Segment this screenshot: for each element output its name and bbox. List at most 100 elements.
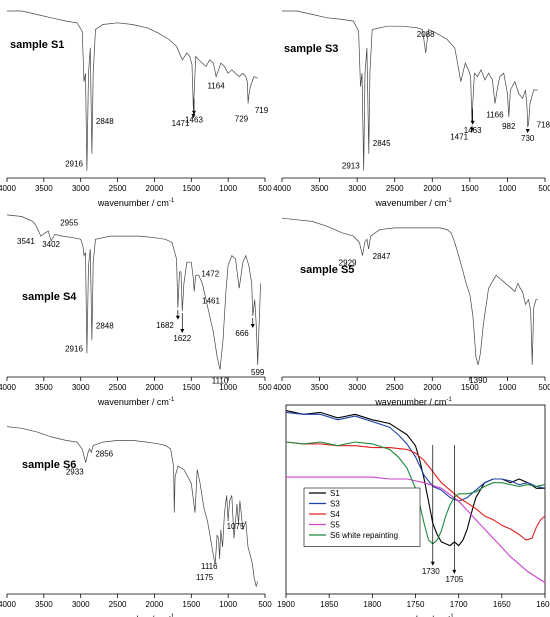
peak-label-2929: 2929 bbox=[339, 259, 357, 268]
legend-entry: S3 bbox=[330, 500, 340, 509]
series-line bbox=[281, 217, 538, 365]
peak-label-2916: 2916 bbox=[65, 160, 83, 169]
x-tick-label: 3000 bbox=[72, 600, 90, 609]
arrow-head bbox=[470, 127, 475, 132]
x-tick-label: 500 bbox=[258, 184, 272, 193]
x-axis-title: wavenumber / cm-1 bbox=[376, 614, 454, 617]
peak-label-2955: 2955 bbox=[339, 0, 357, 1]
peak-label-2845: 2845 bbox=[373, 139, 391, 148]
x-tick-label: 1750 bbox=[407, 600, 425, 609]
x-tick-label: 500 bbox=[538, 383, 550, 392]
x-tick-label: 1500 bbox=[182, 184, 200, 193]
arrow-head bbox=[470, 120, 475, 125]
x-tick-label: 2000 bbox=[423, 383, 441, 392]
peak-label-2913: 2913 bbox=[342, 162, 360, 171]
x-axis-title: wavenumber / cm-1 bbox=[97, 397, 175, 407]
peak-label-1116: 1116 bbox=[201, 562, 218, 571]
sample-label: sample S1 bbox=[10, 39, 64, 51]
peak-label-1175: 1175 bbox=[196, 573, 214, 582]
x-tick-label: 1000 bbox=[219, 184, 237, 193]
sample-label: sample S6 bbox=[22, 459, 76, 471]
x-tick-label: 1500 bbox=[182, 383, 200, 392]
peak-label-1463: 1463 bbox=[464, 126, 482, 135]
chart-panel-5: 4000 3500 3000 2500 2000 1500 1000 500 wavenumbe… bbox=[0, 426, 272, 617]
x-tick-label: 3500 bbox=[35, 600, 53, 609]
peak-label-1164: 1164 bbox=[207, 82, 225, 91]
legend-box bbox=[303, 487, 421, 547]
peak-label-1110: 1110 bbox=[212, 377, 229, 386]
x-tick-label: 3000 bbox=[72, 383, 90, 392]
peak-label-2856: 2856 bbox=[95, 449, 113, 458]
series-line bbox=[7, 10, 258, 171]
arrow-head bbox=[192, 110, 197, 115]
arrow-head bbox=[191, 114, 196, 119]
peak-label-1471: 1471 bbox=[450, 133, 468, 142]
peak-label-982: 982 bbox=[502, 122, 516, 131]
x-axis-title: wavenumber / cm-1 bbox=[97, 614, 175, 617]
arrow-head bbox=[525, 128, 530, 133]
x-tick-label: 1900 bbox=[277, 600, 295, 609]
x-tick-label: 500 bbox=[258, 383, 272, 392]
series-line-s6 bbox=[285, 441, 546, 545]
legend-entry: S5 bbox=[330, 521, 340, 530]
chart-panel-4: 4000 3500 3000 2500 2000 1500 1000 500 wavenumbe… bbox=[273, 217, 550, 407]
x-tick-label: 2000 bbox=[146, 383, 164, 392]
chart-panel-3: 4000 3500 3000 2500 2000 1500 1000 500 wavenumbe… bbox=[0, 214, 272, 407]
x-tick-label: 4000 bbox=[273, 383, 291, 392]
x-tick-label: 1500 bbox=[182, 600, 200, 609]
sample-label: sample S4 bbox=[22, 291, 77, 303]
peak-label-2955: 2955 bbox=[60, 219, 78, 228]
peak-label-730: 730 bbox=[521, 134, 535, 143]
peak-label-1682: 1682 bbox=[156, 321, 174, 330]
peak-label-666: 666 bbox=[235, 329, 249, 338]
series-line-s3 bbox=[285, 411, 546, 502]
x-tick-label: 2500 bbox=[109, 383, 127, 392]
x-tick-label: 3500 bbox=[311, 184, 329, 193]
series-line-s5 bbox=[286, 476, 546, 584]
x-tick-label: 1000 bbox=[219, 383, 237, 392]
x-tick-label: 2500 bbox=[386, 383, 404, 392]
peak-label-2848: 2848 bbox=[96, 321, 114, 330]
peak-label-1471: 1471 bbox=[172, 119, 190, 128]
peak-label-3402: 3402 bbox=[42, 240, 60, 249]
x-tick-label: 3000 bbox=[348, 184, 366, 193]
x-tick-label: 1500 bbox=[461, 383, 479, 392]
peak-label-2088: 2088 bbox=[417, 30, 435, 39]
arrow-head bbox=[175, 315, 180, 320]
x-tick-label: 2000 bbox=[423, 184, 441, 193]
x-tick-label: 1000 bbox=[219, 600, 237, 609]
x-tick-label: 4000 bbox=[0, 383, 16, 392]
series-line bbox=[282, 10, 538, 171]
x-tick-label: 3500 bbox=[35, 383, 53, 392]
peak-label-1622: 1622 bbox=[173, 334, 191, 343]
x-tick-label: 3000 bbox=[348, 383, 366, 392]
peak-label-1461: 1461 bbox=[202, 297, 220, 306]
chart-panel-2: 4000 3500 3000 2500 2000 1500 1000 500 wavenumbe… bbox=[273, 0, 550, 208]
legend-entry: S1 bbox=[330, 489, 340, 498]
peak-label-2848: 2848 bbox=[96, 117, 114, 126]
series-line bbox=[6, 214, 261, 370]
peak-label-1472: 1472 bbox=[201, 269, 219, 278]
chart-panel-1: 4000 3500 3000 2500 2000 1500 1000 500 wavenumbe… bbox=[0, 10, 272, 208]
peak-label-2847: 2847 bbox=[373, 252, 391, 261]
x-tick-label: 2500 bbox=[109, 184, 127, 193]
peak-label-2916: 2916 bbox=[65, 344, 83, 353]
x-tick-label: 4000 bbox=[0, 184, 16, 193]
x-axis-title: wavenumber / cm-1 bbox=[97, 198, 175, 208]
series-line bbox=[6, 426, 258, 587]
arrow-head bbox=[452, 569, 457, 574]
x-tick-label: 4000 bbox=[273, 184, 291, 193]
x-tick-label: 3500 bbox=[311, 383, 329, 392]
x-tick-label: 500 bbox=[258, 600, 272, 609]
sample-label: sample S5 bbox=[300, 264, 354, 276]
legend-entry: S6 white repainting bbox=[330, 531, 398, 540]
arrow-head bbox=[430, 561, 435, 566]
x-tick-label: 2000 bbox=[146, 600, 164, 609]
x-tick-label: 1500 bbox=[461, 184, 479, 193]
x-tick-label: 1000 bbox=[499, 383, 517, 392]
x-tick-label: 500 bbox=[538, 184, 550, 193]
x-tick-label: 2500 bbox=[109, 600, 127, 609]
x-tick-label: 3000 bbox=[72, 184, 90, 193]
x-tick-label: 2500 bbox=[386, 184, 404, 193]
